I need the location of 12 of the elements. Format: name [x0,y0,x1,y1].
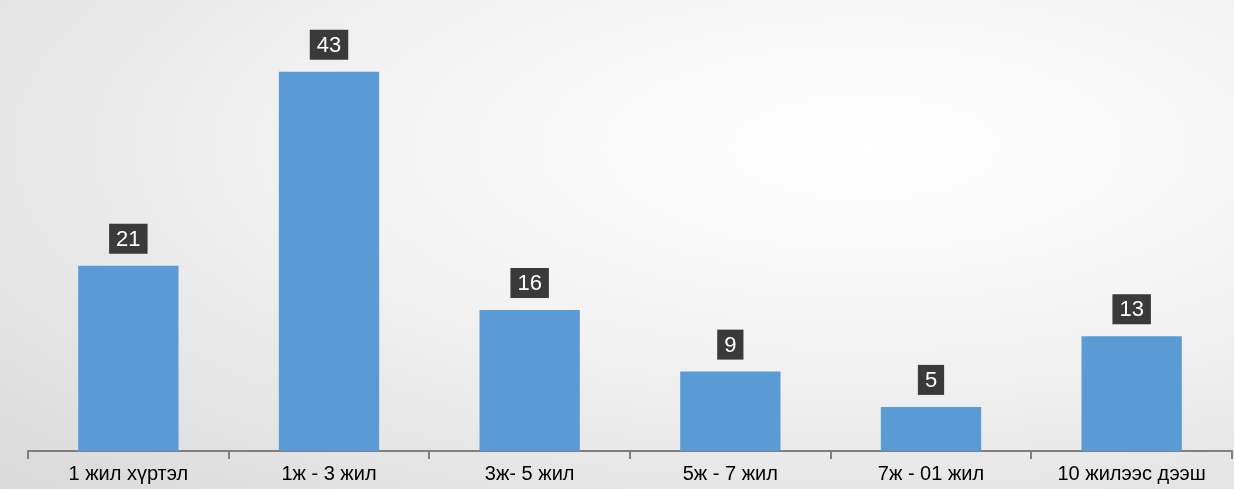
data-label: 13 [1119,296,1144,322]
data-label: 16 [517,269,542,295]
data-label: 5 [924,366,938,392]
data-label: 9 [724,331,737,357]
x-tick-label: 10 жилээс дээш [1057,461,1206,484]
data-label: 43 [316,31,342,57]
data-label: 21 [116,225,141,251]
x-tick-label: 5ж - 7 жил [682,461,778,484]
x-tick-label: 7ж - 01 жил [877,461,985,484]
x-tick-label: 3ж- 5 жил [484,461,575,484]
x-tick-label: 1 жил хүртэл [68,461,189,484]
x-tick-label: 1ж - 3 жил [281,461,377,484]
